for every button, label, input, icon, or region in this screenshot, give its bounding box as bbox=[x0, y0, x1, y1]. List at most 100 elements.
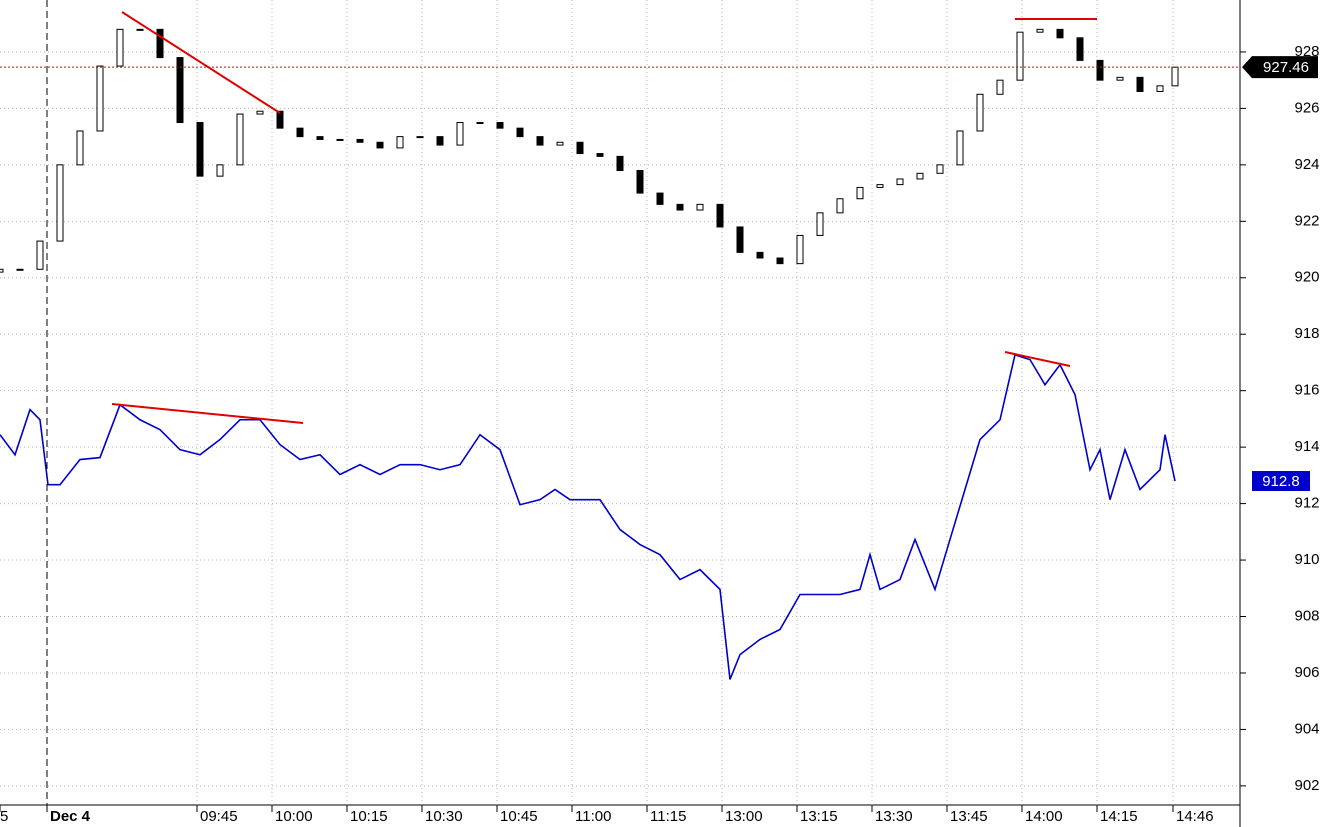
candle bbox=[856, 186, 864, 200]
y-tick-label: 922 bbox=[1294, 212, 1319, 229]
plot-area bbox=[0, 0, 1240, 805]
candle bbox=[536, 136, 544, 146]
candle bbox=[1076, 37, 1084, 61]
overlay-last-label: 912.8 bbox=[1262, 473, 1300, 490]
candle bbox=[476, 122, 484, 125]
candle bbox=[616, 155, 624, 172]
candle bbox=[496, 122, 504, 129]
y-tick-label: 924 bbox=[1294, 156, 1319, 173]
trend-line bbox=[111, 403, 304, 424]
candle bbox=[336, 138, 344, 141]
candle bbox=[596, 153, 604, 157]
x-tick-label: 13:45 bbox=[950, 808, 988, 825]
y-tick-label: 926 bbox=[1294, 99, 1319, 116]
candle bbox=[556, 141, 564, 146]
candle bbox=[1171, 66, 1179, 87]
candle bbox=[756, 251, 764, 259]
line-series bbox=[0, 353, 1176, 680]
x-tick-label: 13:15 bbox=[800, 808, 838, 825]
candle bbox=[296, 127, 304, 138]
y-tick-label: 902 bbox=[1294, 777, 1319, 794]
candle bbox=[316, 136, 324, 140]
candle bbox=[896, 178, 904, 186]
candle bbox=[76, 130, 84, 166]
candle bbox=[176, 57, 184, 124]
candle bbox=[96, 65, 104, 132]
candle bbox=[456, 122, 464, 146]
candle bbox=[116, 28, 124, 67]
x-tick-label: 10:00 bbox=[275, 808, 313, 825]
candle bbox=[996, 79, 1004, 95]
candle bbox=[956, 130, 964, 166]
candle bbox=[416, 136, 424, 139]
x-tick-label: 11:15 bbox=[650, 808, 686, 825]
candle bbox=[876, 184, 884, 188]
candle bbox=[216, 164, 224, 177]
y-tick-label: 904 bbox=[1294, 720, 1319, 737]
x-tick-label: 5 bbox=[0, 808, 8, 825]
candle bbox=[1056, 28, 1064, 39]
candle bbox=[676, 203, 684, 211]
candle bbox=[776, 257, 784, 265]
x-tick-label: 14:46 bbox=[1176, 808, 1214, 825]
candle bbox=[256, 110, 264, 115]
candle bbox=[836, 198, 844, 214]
x-tick-label: 14:00 bbox=[1025, 808, 1063, 825]
x-tick-label: 11:00 bbox=[575, 808, 611, 825]
candle bbox=[0, 268, 4, 273]
y-tick-label: 912 bbox=[1294, 495, 1319, 512]
candle bbox=[796, 234, 804, 265]
candle bbox=[576, 141, 584, 155]
candle bbox=[976, 93, 984, 132]
candle bbox=[1116, 76, 1124, 81]
x-tick-label: 10:45 bbox=[500, 808, 538, 825]
x-tick-label: Dec 4 bbox=[50, 808, 91, 825]
overlay-last-tag bbox=[1252, 471, 1310, 492]
candle bbox=[276, 110, 284, 129]
y-tick-label: 908 bbox=[1294, 607, 1319, 624]
y-tick-label: 916 bbox=[1294, 382, 1319, 399]
candle bbox=[936, 164, 944, 174]
x-tick-label: 10:15 bbox=[350, 808, 388, 825]
candle bbox=[916, 172, 924, 180]
candle bbox=[816, 212, 824, 236]
last-price-label: 927.46 bbox=[1263, 59, 1309, 76]
candle bbox=[376, 141, 384, 149]
candle bbox=[1156, 85, 1164, 92]
y-tick-label: 928 bbox=[1294, 43, 1319, 60]
trend-lines bbox=[111, 11, 1097, 424]
candle bbox=[1016, 31, 1024, 81]
candle bbox=[696, 203, 704, 211]
candle bbox=[1036, 28, 1044, 33]
candle bbox=[16, 268, 24, 271]
candle bbox=[236, 113, 244, 166]
candle bbox=[716, 203, 724, 228]
candle bbox=[196, 122, 204, 177]
candle bbox=[56, 164, 64, 242]
candle bbox=[136, 28, 144, 31]
candle bbox=[656, 192, 664, 205]
candle bbox=[396, 136, 404, 149]
candle bbox=[516, 127, 524, 138]
candle bbox=[156, 28, 164, 59]
y-tick-label: 918 bbox=[1294, 325, 1319, 342]
x-tick-label: 13:30 bbox=[875, 808, 913, 825]
last-price-tag bbox=[1242, 56, 1318, 79]
x-tick-label: 09:45 bbox=[200, 808, 238, 825]
candle bbox=[436, 136, 444, 146]
y-tick-label: 914 bbox=[1294, 438, 1319, 455]
candle bbox=[1136, 76, 1144, 92]
x-tick-label: 14:15 bbox=[1100, 808, 1138, 825]
trend-line bbox=[1004, 351, 1071, 367]
candle bbox=[636, 170, 644, 194]
candle bbox=[1096, 59, 1104, 81]
y-tick-label: 910 bbox=[1294, 551, 1319, 568]
trend-line bbox=[121, 11, 281, 114]
y-tick-label: 906 bbox=[1294, 664, 1319, 681]
candle bbox=[36, 240, 44, 270]
x-tick-label: 13:00 bbox=[725, 808, 763, 825]
candle bbox=[736, 226, 744, 253]
x-tick-label: 10:30 bbox=[425, 808, 463, 825]
y-tick-label: 920 bbox=[1294, 269, 1319, 286]
